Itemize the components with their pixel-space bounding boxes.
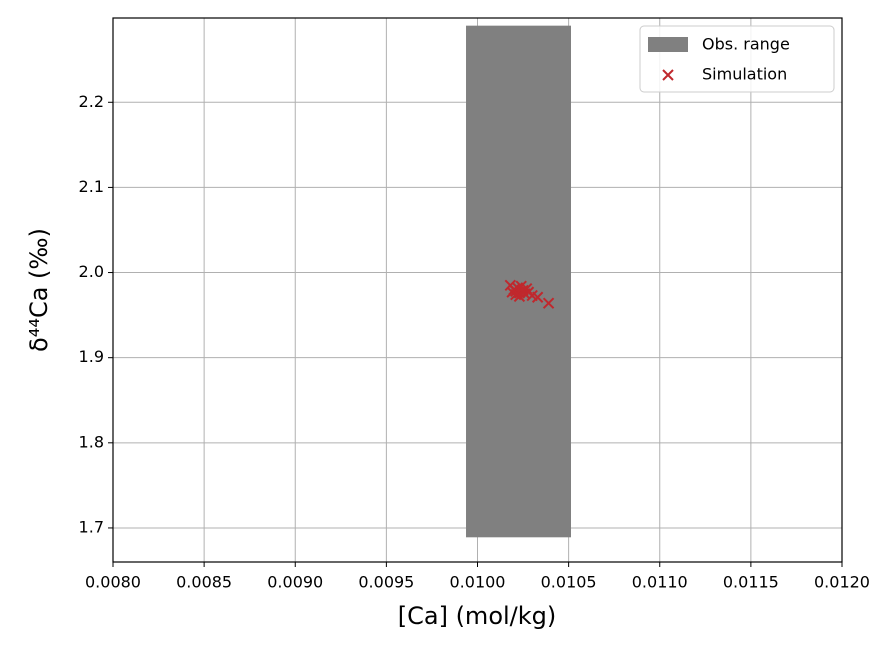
y-axis-label: δ⁴⁴Ca (‰) [25, 228, 53, 352]
y-tick-label: 1.9 [79, 347, 104, 366]
x-tick-label: 0.0110 [632, 573, 688, 592]
x-tick-label: 0.0085 [176, 573, 232, 592]
obs-range [466, 25, 571, 538]
y-tick-label: 2.0 [79, 262, 104, 281]
x-tick-label: 0.0095 [358, 573, 414, 592]
legend-label: Simulation [702, 65, 787, 84]
point [531, 291, 544, 303]
legend-marker [662, 69, 674, 81]
y-tick-label: 2.2 [79, 92, 104, 111]
x-axis-label: [Ca] (mol/kg) [398, 602, 557, 630]
legend-box [639, 25, 835, 93]
x-tick-label: 0.0115 [723, 573, 779, 592]
x-tick-label: 0.0090 [267, 573, 323, 592]
legend-label: Obs. range [702, 35, 790, 54]
x-tick-label: 0.0105 [541, 573, 597, 592]
x-tick-label: 0.0120 [814, 573, 870, 592]
x-tick-label: 0.0100 [450, 573, 506, 592]
y-tick-label: 1.7 [79, 517, 104, 536]
y-tick-label: 2.1 [79, 177, 104, 196]
y-tick-label: 1.8 [79, 432, 104, 451]
x-tick-label: 0.0080 [85, 573, 141, 592]
point [542, 297, 555, 309]
point [513, 290, 526, 303]
plot-frame [112, 17, 843, 563]
legend-swatch [648, 37, 688, 52]
